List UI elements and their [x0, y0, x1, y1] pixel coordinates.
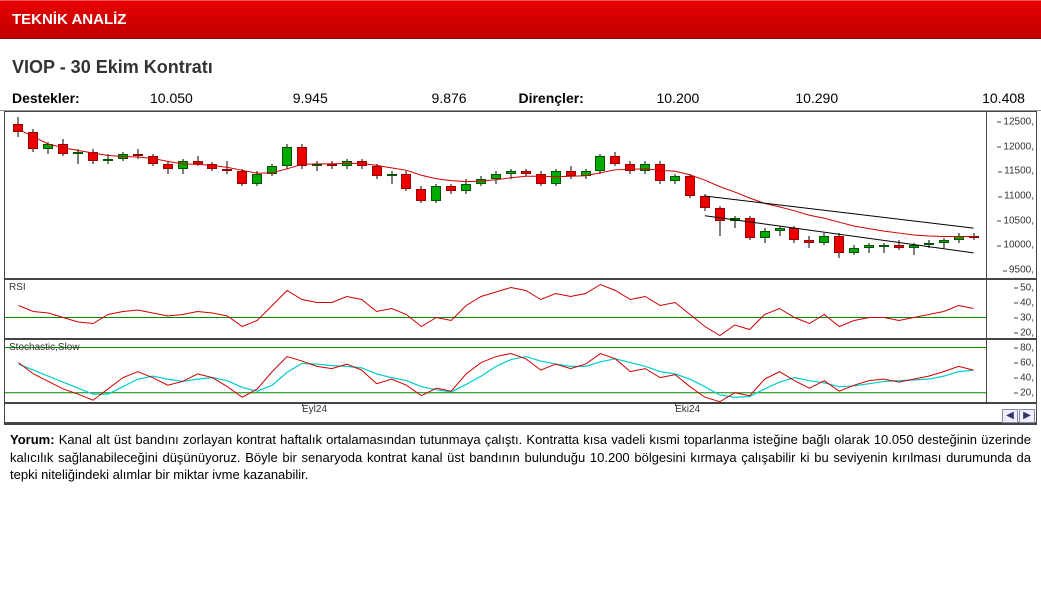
- rsi-panel: RSI 20, 30, 40, 50,: [5, 280, 1036, 340]
- supports-label: Destekler:: [12, 90, 102, 106]
- comment-label: Yorum:: [10, 432, 55, 447]
- rsi-ytick: 50,: [1020, 282, 1034, 293]
- price-ytick: 10500,: [1003, 215, 1034, 226]
- stoch-ytick: 60,: [1020, 357, 1034, 368]
- time-axis: Eyl24 Eki24: [5, 404, 1036, 424]
- rsi-ytick: 30,: [1020, 312, 1034, 323]
- comment-row: Yorum: Kanal alt üst bandını zorlayan ko…: [0, 425, 1041, 490]
- resistance-2: 10.290: [747, 90, 886, 106]
- stoch-ytick: 40,: [1020, 372, 1034, 383]
- price-ytick: 10000,: [1003, 240, 1034, 251]
- price-ytick: 9500,: [1009, 265, 1034, 276]
- levels-row: Destekler: 10.050 9.945 9.876 Dirençler:…: [0, 84, 1041, 111]
- stoch-ytick: 80,: [1020, 342, 1034, 353]
- price-y-axis: 9500, 10000, 10500, 11000, 11500, 12000, 12500…: [986, 112, 1036, 278]
- stochastic-panel: Stochastic,Slow 20, 40, 60, 80,: [5, 340, 1036, 404]
- resistance-3: 10.408: [886, 90, 1029, 106]
- support-3: 9.876: [380, 90, 519, 106]
- price-panel: 9500, 10000, 10500, 11000, 11500, 12000, 12500…: [5, 112, 1036, 280]
- price-ytick: 11500,: [1004, 166, 1034, 177]
- price-ytick: 12000,: [1003, 141, 1034, 152]
- rsi-ytick: 40,: [1020, 297, 1034, 308]
- price-ytick: 11000,: [1004, 191, 1034, 202]
- rsi-y-axis: 20, 30, 40, 50,: [986, 280, 1036, 338]
- price-ytick: 12500,: [1003, 116, 1034, 127]
- support-1: 10.050: [102, 90, 241, 106]
- support-2: 9.945: [241, 90, 380, 106]
- stochastic-y-axis: 20, 40, 60, 80,: [986, 340, 1036, 402]
- stoch-ytick: 20,: [1020, 387, 1034, 398]
- time-tick: Eyl24: [302, 404, 327, 415]
- rsi-plot[interactable]: [5, 280, 986, 338]
- resistances-label: Dirençler:: [518, 90, 608, 106]
- stochastic-plot[interactable]: [5, 340, 986, 402]
- scroll-right-button[interactable]: ▶: [1019, 409, 1035, 423]
- nav-buttons: ◀ ▶: [1002, 409, 1035, 423]
- chart-frame: ↻ 9500,10000,10500,11000,11500,12000,125…: [4, 111, 1037, 425]
- section-header: TEKNİK ANALİZ: [0, 0, 1041, 39]
- comment-text: Kanal alt üst bandını zorlayan kontrat h…: [10, 432, 1031, 482]
- price-plot[interactable]: [5, 112, 986, 278]
- stochastic-label: Stochastic,Slow: [9, 342, 80, 353]
- scroll-left-button[interactable]: ◀: [1002, 409, 1018, 423]
- resistance-1: 10.200: [608, 90, 747, 106]
- time-tick: Eki24: [675, 404, 700, 415]
- rsi-label: RSI: [9, 282, 26, 293]
- rsi-ytick: 20,: [1020, 327, 1034, 338]
- chart-title: VIOP - 30 Ekim Kontratı: [0, 39, 1041, 84]
- section-title: TEKNİK ANALİZ: [12, 11, 126, 28]
